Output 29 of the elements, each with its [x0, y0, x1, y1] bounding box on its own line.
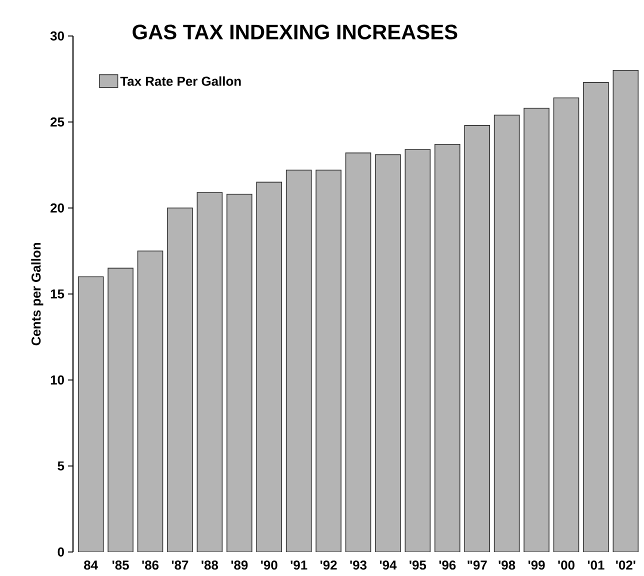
- y-tick-label: 10: [50, 375, 64, 385]
- text: Tax Rate Per Gallon: [120, 76, 241, 86]
- x-tick-label: '95: [410, 560, 426, 570]
- y-tick-label: 5: [58, 461, 64, 470]
- x-tick-label: '86: [142, 560, 159, 570]
- x-tick-label: '89: [231, 560, 248, 570]
- y-tick-label: 25: [50, 117, 64, 127]
- x-tick-label: '01: [588, 560, 604, 570]
- x-tick-label: '02': [616, 560, 636, 570]
- x-tick-label: '87: [172, 560, 188, 570]
- y-tick-label: 15: [50, 289, 64, 299]
- chart-title: GAS TAX INDEXING INCREASES: [132, 24, 458, 40]
- x-tick-label: '99: [528, 560, 545, 570]
- x-tick-label: '88: [202, 560, 218, 570]
- x-tick-label: '90: [261, 560, 278, 570]
- y-tick-label: 30: [50, 31, 64, 41]
- x-tick-label: '94: [380, 560, 397, 570]
- x-tick-label: '91: [290, 560, 308, 570]
- x-tick-label: '96: [439, 560, 456, 570]
- x-tick-label: '92: [320, 560, 337, 570]
- x-tick-label: '85: [112, 560, 129, 570]
- y-tick-label: 0: [58, 547, 64, 557]
- x-tick-label: '98: [498, 560, 516, 570]
- y-axis-title: Cents per Gallon: [31, 242, 44, 346]
- x-tick-label: '93: [350, 560, 367, 570]
- y-tick-label: 20: [50, 203, 64, 213]
- x-tick-label: "97: [468, 560, 487, 570]
- x-tick-label: 84: [84, 560, 98, 570]
- x-tick-label: '00: [558, 560, 574, 570]
